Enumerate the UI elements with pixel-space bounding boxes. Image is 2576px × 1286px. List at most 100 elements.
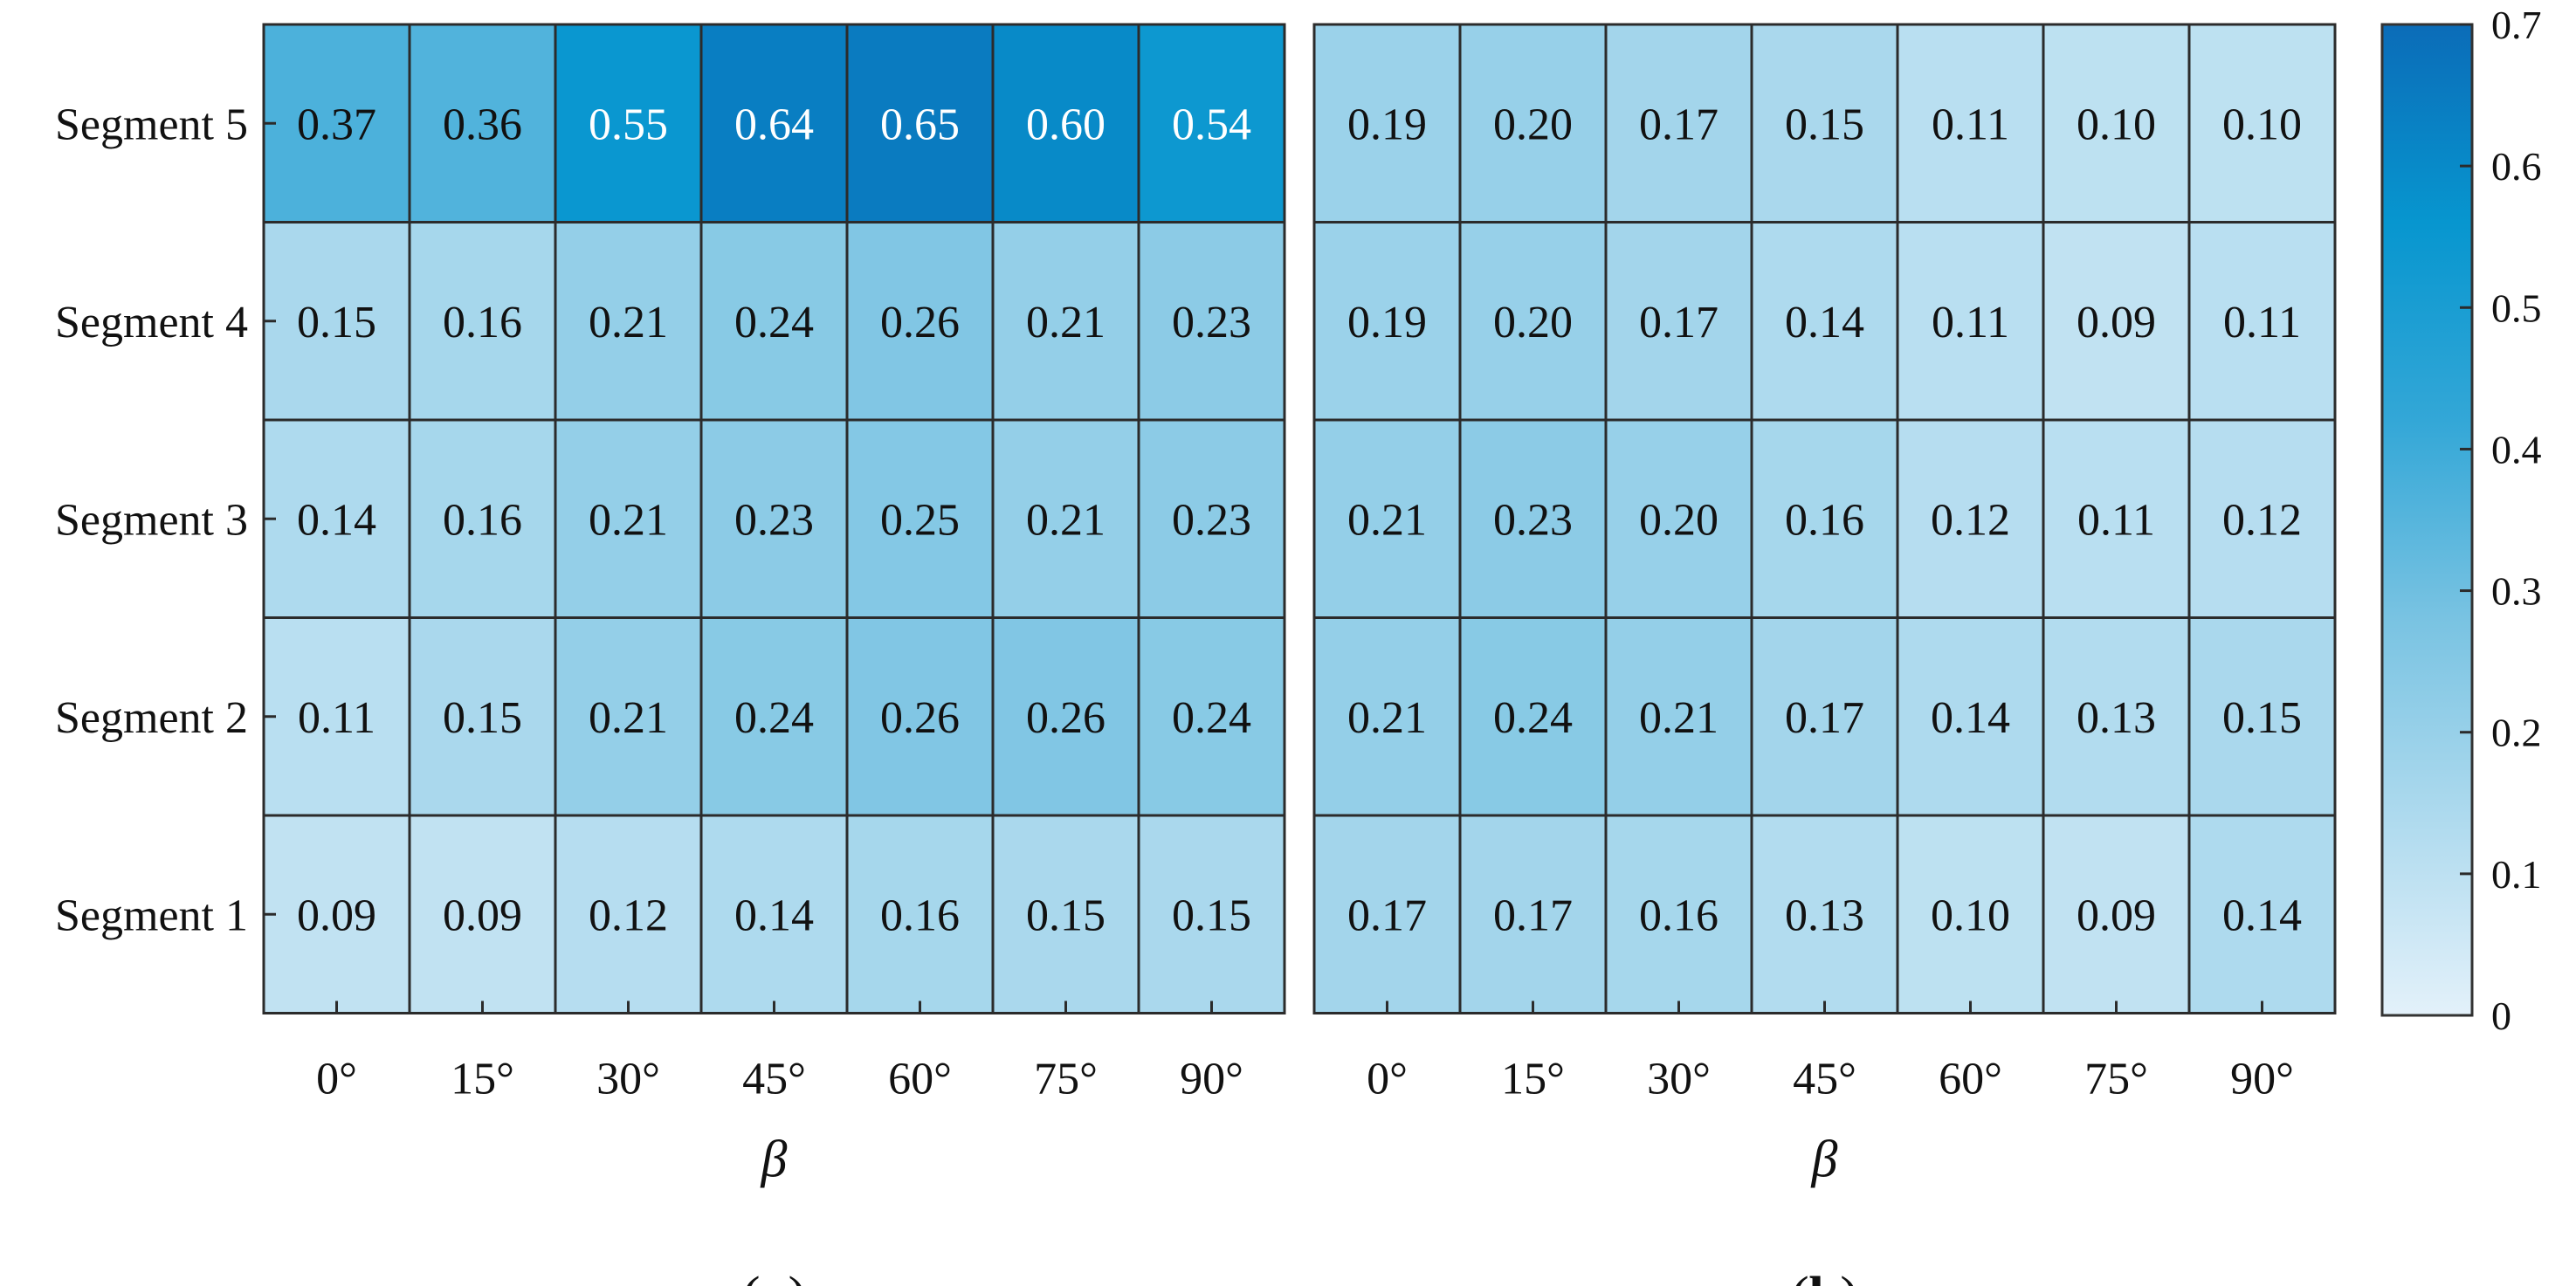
heatmap-cell — [554, 814, 703, 1014]
y-tick-label: Segment 2 — [55, 693, 248, 743]
heatmap-value-label: 0.17 — [1493, 891, 1573, 940]
colorbar-tick-label: 0.7 — [2491, 3, 2542, 47]
panel-label: (a) — [741, 1265, 807, 1286]
heatmap-cell — [2042, 418, 2191, 619]
x-tick-label: 45° — [742, 1055, 806, 1104]
x-tick-label: 60° — [888, 1055, 952, 1104]
colorbar: 0 0.1 0.2 0.3 0.4 0.5 0.6 0.7 — [2380, 3, 2542, 1038]
colorbar-tick-label: 0.6 — [2491, 144, 2542, 189]
heatmap-cell — [408, 616, 557, 817]
x-tick-label: 30° — [596, 1055, 660, 1104]
heatmap-value-label: 0.54 — [1172, 100, 1251, 149]
heatmap-cell — [1604, 418, 1753, 619]
heatmap-value-label: 0.15 — [1026, 891, 1105, 940]
heatmap-value-label: 0.12 — [2222, 495, 2302, 545]
heatmap-value-label: 0.11 — [2077, 495, 2155, 545]
colorbar-tick-label: 0.5 — [2491, 285, 2542, 330]
heatmap-value-label: 0.26 — [880, 298, 960, 347]
x-tick-label: 0° — [316, 1055, 357, 1104]
heatmap-value-label: 0.17 — [1785, 693, 1864, 743]
heatmap-value-label: 0.16 — [443, 298, 522, 347]
heatmap-value-label: 0.09 — [297, 891, 376, 940]
heatmap-value-label: 0.21 — [1026, 495, 1105, 545]
y-tick-label: Segment 3 — [55, 495, 248, 545]
heatmap-value-label: 0.09 — [2077, 298, 2156, 347]
heatmap-cell — [1750, 616, 1899, 817]
heatmap-value-label: 0.21 — [1347, 495, 1427, 545]
heatmap-cell — [1604, 814, 1753, 1014]
heatmap-value-label: 0.14 — [297, 495, 376, 545]
heatmap-cell — [2187, 418, 2337, 619]
heatmap-value-label: 0.21 — [1347, 693, 1427, 743]
heatmap-value-label: 0.55 — [589, 100, 668, 149]
heatmap-value-label: 0.13 — [2077, 693, 2156, 743]
x-tick-label: 60° — [1939, 1055, 2002, 1104]
heatmap-cell — [1750, 221, 1899, 422]
x-tick-label: 90° — [1180, 1055, 1243, 1104]
heatmap-value-label: 0.24 — [1172, 693, 1251, 743]
heatmap-value-label: 0.64 — [734, 100, 814, 149]
heatmap-value-label: 0.23 — [1172, 298, 1251, 347]
heatmap-panel-a: 0.37 0.36 0.55 0.64 0.65 0.60 0.54 0.15 0.16 0.21… — [55, 23, 1286, 1286]
heatmap-value-label: 0.23 — [1172, 495, 1251, 545]
x-tick-label: 15° — [1501, 1055, 1565, 1104]
heatmap-value-label: 0.21 — [1026, 298, 1105, 347]
heatmap-value-label: 0.15 — [443, 693, 522, 743]
heatmap-value-label: 0.12 — [589, 891, 668, 940]
heatmap-cell — [991, 616, 1140, 817]
heatmap-cell — [408, 418, 557, 619]
heatmap-cell — [2187, 221, 2337, 422]
heatmap-value-label: 0.65 — [880, 100, 960, 149]
heatmap-value-label: 0.11 — [298, 693, 375, 743]
heatmap-value-label: 0.09 — [443, 891, 522, 940]
heatmap-value-label: 0.15 — [297, 298, 376, 347]
heatmap-cell — [262, 814, 411, 1014]
x-tick-label: 90° — [2230, 1055, 2294, 1104]
x-tick-label: 30° — [1647, 1055, 1711, 1104]
heatmap-value-label: 0.11 — [1932, 298, 2009, 347]
heatmap-panel-b: 0.19 0.20 0.17 0.15 0.11 0.10 0.10 0.19 0.20 0.17… — [1312, 23, 2337, 1286]
heatmap-value-label: 0.21 — [589, 693, 668, 743]
heatmap-cell — [1750, 814, 1899, 1014]
heatmap-cell — [699, 418, 849, 619]
heatmap-value-label: 0.14 — [734, 891, 814, 940]
heatmap-value-label: 0.15 — [2222, 693, 2302, 743]
heatmap-value-label: 0.24 — [734, 298, 814, 347]
heatmap-value-label: 0.16 — [443, 495, 522, 545]
colorbar-tick-label: 0 — [2491, 994, 2511, 1038]
heatmap-value-label: 0.19 — [1347, 100, 1427, 149]
heatmap-value-label: 0.19 — [1347, 298, 1427, 347]
heatmap-value-label: 0.21 — [1639, 693, 1718, 743]
heatmap-cell — [554, 418, 703, 619]
heatmap-cell — [1458, 221, 1608, 422]
heatmap-value-label: 0.11 — [2223, 298, 2301, 347]
heatmap-cell — [1137, 616, 1286, 817]
heatmap-value-label: 0.60 — [1026, 100, 1105, 149]
heatmap-cell — [991, 418, 1140, 619]
heatmap-cell — [845, 418, 995, 619]
heatmap-value-label: 0.17 — [1639, 100, 1718, 149]
heatmap-value-label: 0.37 — [297, 100, 376, 149]
heatmap-value-label: 0.14 — [1931, 693, 2010, 743]
panel-label: (b) — [1790, 1265, 1858, 1286]
heatmap-value-label: 0.23 — [734, 495, 814, 545]
colorbar-tick-label: 0.3 — [2491, 569, 2542, 614]
heatmap-value-label: 0.24 — [734, 693, 814, 743]
heatmap-value-label: 0.09 — [2077, 891, 2156, 940]
heatmap-value-label: 0.16 — [1785, 495, 1864, 545]
heatmap-value-label: 0.17 — [1347, 891, 1427, 940]
heatmap-cell — [1458, 814, 1608, 1014]
colorbar-ticks: 0 0.1 0.2 0.3 0.4 0.5 0.6 0.7 — [2460, 3, 2542, 1038]
heatmap-value-label: 0.20 — [1639, 495, 1718, 545]
heatmap-value-label: 0.26 — [880, 693, 960, 743]
heatmap-cell — [262, 23, 411, 224]
heatmap-value-label: 0.17 — [1639, 298, 1718, 347]
heatmap-cell — [554, 221, 703, 422]
heatmap-cell — [1604, 221, 1753, 422]
heatmap-cell — [1137, 418, 1286, 619]
heatmap-cell — [262, 616, 411, 817]
y-tick-label: Segment 4 — [55, 298, 248, 347]
heatmap-value-label: 0.20 — [1493, 298, 1573, 347]
heatmap-value-label: 0.10 — [2222, 100, 2302, 149]
